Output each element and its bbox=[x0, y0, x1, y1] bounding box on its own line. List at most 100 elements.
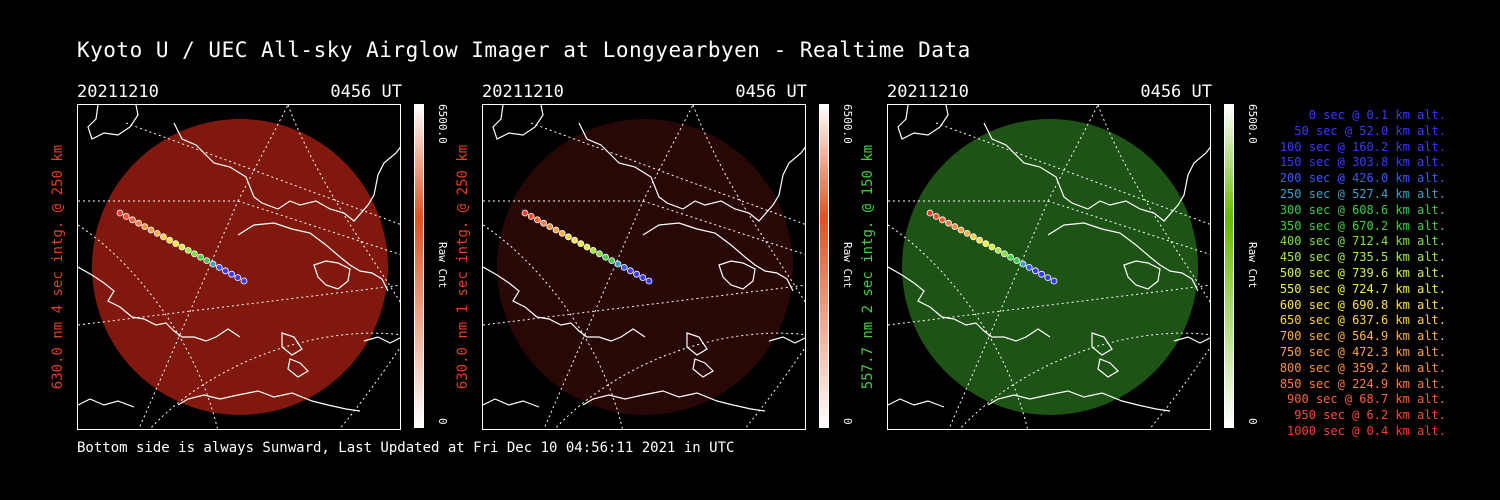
grid-line bbox=[935, 122, 1210, 225]
trajectory-point bbox=[141, 223, 149, 230]
legend-row: 800 sec @ 359.2 km alt. bbox=[1279, 360, 1446, 375]
legend-row: 600 sec @ 690.8 km alt. bbox=[1279, 297, 1446, 312]
legend-row: 450 sec @ 735.5 km alt. bbox=[1279, 250, 1446, 265]
grid-line bbox=[888, 224, 1029, 429]
coastline bbox=[1047, 222, 1199, 292]
legend-row: 550 sec @ 724.7 km alt. bbox=[1279, 281, 1446, 296]
grid-line bbox=[530, 122, 805, 225]
trajectory-point bbox=[633, 270, 641, 278]
date-label: 20211210 bbox=[77, 82, 159, 102]
allsky-map bbox=[482, 104, 806, 430]
coastline bbox=[692, 358, 714, 378]
legend-row: 400 sec @ 712.4 km alt. bbox=[1279, 234, 1446, 249]
trajectory-point bbox=[1013, 257, 1021, 265]
legend-row: 100 sec @ 160.2 km alt. bbox=[1279, 139, 1446, 154]
coastline bbox=[582, 390, 766, 412]
trajectory-point bbox=[571, 236, 578, 244]
trajectory-point bbox=[645, 277, 653, 285]
trajectory-point bbox=[203, 257, 211, 265]
coastline bbox=[1091, 332, 1113, 356]
trajectory-point bbox=[209, 260, 217, 268]
grid-line bbox=[78, 224, 219, 429]
trajectory-point bbox=[1001, 250, 1008, 258]
allsky-map bbox=[887, 104, 1211, 430]
trajectory-point bbox=[1007, 253, 1014, 261]
trajectory-point bbox=[608, 257, 616, 265]
legend-row: 350 sec @ 670.2 km alt. bbox=[1279, 218, 1446, 233]
colorbar-label: Raw Cnt bbox=[436, 242, 449, 289]
trajectory-point bbox=[521, 209, 529, 217]
grid-line bbox=[543, 200, 644, 429]
allsky-map bbox=[77, 104, 401, 430]
coastline bbox=[578, 122, 805, 222]
grid-line bbox=[1097, 105, 1210, 303]
trajectory-point bbox=[626, 267, 634, 275]
grid-line bbox=[338, 346, 400, 429]
date-label: 20211210 bbox=[887, 82, 969, 102]
coastline bbox=[987, 390, 1171, 412]
page-title: Kyoto U / UEC All-sky Airglow Imager at … bbox=[77, 38, 971, 62]
trajectory-point bbox=[926, 209, 934, 217]
legend-row: 250 sec @ 527.4 km alt. bbox=[1279, 186, 1446, 201]
trajectory-point bbox=[228, 270, 236, 278]
trajectory-point bbox=[951, 223, 959, 230]
grid-line bbox=[743, 346, 805, 429]
trajectory-point bbox=[234, 274, 242, 282]
trajectory-point bbox=[166, 236, 173, 244]
grid-line bbox=[138, 200, 239, 429]
legend-row: 150 sec @ 303.8 km alt. bbox=[1279, 155, 1446, 170]
grid-line bbox=[1148, 346, 1210, 429]
trajectory-point bbox=[197, 253, 204, 261]
trajectory-point bbox=[172, 240, 180, 248]
trajectory-point bbox=[583, 243, 591, 251]
legend-row: 50 sec @ 52.0 km alt. bbox=[1294, 123, 1446, 138]
grid-line bbox=[692, 105, 805, 303]
map-svg bbox=[888, 105, 1210, 429]
time-label: 0456 UT bbox=[1140, 82, 1212, 102]
coastline bbox=[983, 122, 1210, 222]
coastline bbox=[1173, 336, 1210, 344]
colorbar-label: Raw Cnt bbox=[1246, 242, 1259, 289]
panel-ylabel: 630.0 nm 4 sec intg. @ 250 km bbox=[50, 144, 66, 390]
colorbar bbox=[1224, 104, 1234, 428]
grid-line bbox=[237, 200, 400, 255]
trajectory-point bbox=[153, 229, 161, 237]
legend-row: 300 sec @ 608.6 km alt. bbox=[1279, 202, 1446, 217]
trajectory-point bbox=[122, 213, 130, 220]
trajectory-point bbox=[546, 223, 554, 230]
trajectory-point bbox=[565, 233, 572, 241]
panel-ylabel: 557.7 nm 2 sec intg. @ 150 km bbox=[860, 144, 876, 390]
colorbar bbox=[414, 104, 424, 428]
trajectory-point bbox=[614, 260, 622, 268]
coastline bbox=[642, 222, 794, 292]
coastline bbox=[173, 122, 400, 222]
trajectory-point bbox=[963, 229, 971, 237]
panel-2: 20211210 0456 UT 630.0 nm 1 sec intg. @ 25… bbox=[455, 82, 882, 430]
trajectory-point bbox=[620, 263, 628, 271]
grid-line bbox=[959, 332, 1210, 429]
trajectory-point bbox=[191, 250, 198, 258]
time-label: 0456 UT bbox=[735, 82, 807, 102]
trajectory-point bbox=[976, 236, 983, 244]
trajectory-point bbox=[982, 240, 990, 248]
trajectory-point bbox=[596, 250, 603, 258]
coastline bbox=[363, 336, 400, 344]
coastline bbox=[287, 358, 309, 378]
legend-row: 750 sec @ 472.3 km alt. bbox=[1279, 344, 1446, 359]
legend-row: 500 sec @ 739.6 km alt. bbox=[1279, 265, 1446, 280]
trajectory-point bbox=[1019, 260, 1027, 268]
legend-row: 0 sec @ 0.1 km alt. bbox=[1308, 108, 1446, 122]
legend-row: 850 sec @ 224.9 km alt. bbox=[1279, 376, 1446, 391]
trajectory-point bbox=[939, 216, 946, 224]
coastline bbox=[78, 398, 135, 408]
trajectory-point bbox=[116, 209, 124, 217]
grid-line bbox=[948, 200, 1049, 429]
trajectory-point bbox=[589, 246, 597, 254]
colorbar-max: 6500.0 bbox=[436, 104, 449, 144]
coastline bbox=[492, 105, 544, 140]
grid-line bbox=[642, 105, 694, 202]
coastline bbox=[888, 266, 1051, 342]
trajectory-point bbox=[1050, 277, 1058, 285]
trajectory-point bbox=[970, 233, 977, 241]
legend-row: 200 sec @ 426.0 km alt. bbox=[1279, 171, 1446, 186]
